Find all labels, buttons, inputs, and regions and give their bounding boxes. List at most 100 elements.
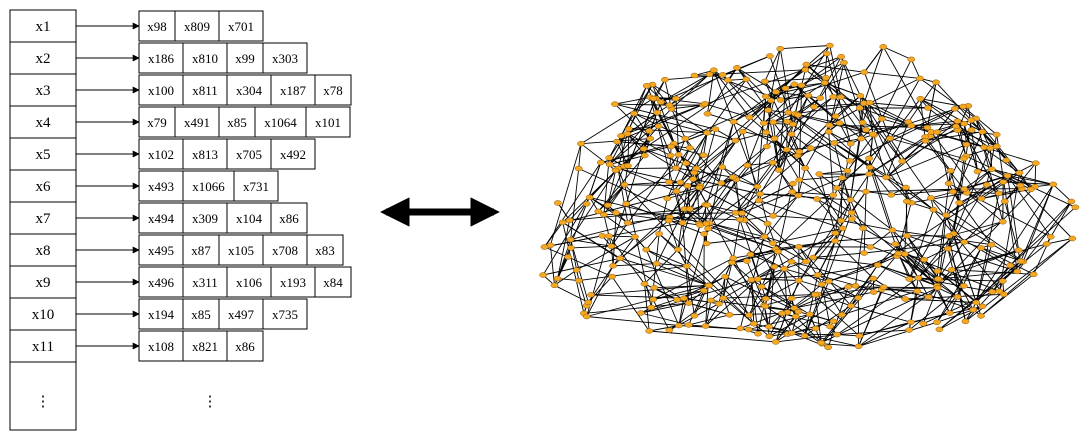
graph-edge bbox=[824, 82, 861, 97]
graph-edge bbox=[736, 67, 769, 111]
adjacency-row: x9 x496 x311 x106 x193 x84 bbox=[10, 266, 352, 299]
graph-edge bbox=[652, 257, 734, 300]
adjacency-row: x6 x493 x1066 x731 bbox=[10, 170, 279, 203]
graph-node bbox=[759, 120, 768, 126]
graph-edge bbox=[986, 134, 998, 185]
graph-edge bbox=[881, 287, 938, 290]
graph-edge bbox=[758, 200, 843, 229]
graph-node bbox=[674, 246, 682, 253]
graph-edge bbox=[757, 305, 765, 334]
graph-node bbox=[582, 313, 591, 320]
graph-node bbox=[760, 233, 769, 240]
graph-node bbox=[598, 233, 607, 239]
graph-edge bbox=[862, 122, 1021, 186]
neighbor-cell bbox=[138, 42, 184, 74]
graph-node bbox=[567, 245, 575, 251]
neighbor-cell bbox=[226, 266, 272, 298]
graph-node bbox=[646, 135, 655, 142]
graph-node bbox=[907, 56, 916, 63]
graph-node bbox=[1042, 241, 1051, 247]
neighbor-label: x83 bbox=[315, 243, 335, 258]
graph-edge bbox=[859, 312, 950, 337]
graph-edge bbox=[971, 129, 979, 172]
graph-node bbox=[649, 95, 658, 102]
graph-edge bbox=[1004, 185, 1021, 202]
neighbor-cell bbox=[314, 74, 352, 106]
graph-node bbox=[945, 310, 954, 316]
adjacency-row: x2 x186 x810 x99 x303 bbox=[10, 42, 308, 75]
graph-node bbox=[992, 143, 1001, 150]
graph-edge bbox=[936, 132, 950, 184]
graph-node bbox=[816, 95, 824, 101]
graph-edge bbox=[917, 248, 949, 279]
vertex-label: x1 bbox=[36, 19, 51, 35]
graph-edge bbox=[705, 285, 709, 327]
graph-node bbox=[703, 110, 712, 117]
neighbor-cell bbox=[233, 170, 279, 202]
graph-node bbox=[787, 131, 796, 137]
graph-node bbox=[605, 161, 614, 168]
neighbor-cell bbox=[182, 330, 228, 362]
graph-node bbox=[753, 276, 762, 282]
graph-edge bbox=[722, 74, 765, 124]
graph-node bbox=[972, 299, 981, 306]
neighbor-cell bbox=[306, 234, 344, 266]
graph-edge bbox=[863, 191, 867, 254]
neighbor-label: x495 bbox=[148, 243, 174, 258]
neighbor-cell bbox=[218, 106, 256, 138]
neighbor-label: x85 bbox=[191, 307, 211, 322]
graph-node bbox=[743, 258, 751, 264]
graph-edge bbox=[685, 100, 772, 140]
graph-edge bbox=[707, 113, 734, 123]
graph-edge bbox=[925, 129, 958, 142]
graph-edge bbox=[945, 175, 1008, 216]
graph-edge bbox=[757, 149, 788, 187]
graph-edge bbox=[862, 102, 871, 123]
graph-node bbox=[829, 94, 838, 100]
graph-edge bbox=[675, 147, 691, 169]
graph-node bbox=[824, 278, 833, 285]
graph-node bbox=[815, 171, 824, 177]
graph-node bbox=[933, 129, 941, 135]
graph-edge bbox=[669, 251, 779, 331]
graph-node bbox=[836, 94, 845, 100]
graph-edge bbox=[896, 255, 958, 298]
graph-edge bbox=[590, 284, 709, 296]
graph-node bbox=[672, 188, 681, 195]
graph-edge bbox=[906, 235, 951, 314]
neighbor-label: x106 bbox=[236, 275, 263, 290]
graph-node bbox=[844, 284, 853, 290]
graph-node bbox=[665, 179, 673, 185]
neighbor-label: x79 bbox=[147, 115, 167, 130]
graph-edge bbox=[731, 262, 766, 307]
graph-edge bbox=[908, 285, 965, 331]
graph-edge bbox=[640, 279, 752, 314]
graph-node bbox=[625, 126, 633, 132]
graph-edge bbox=[936, 108, 956, 133]
graph-node bbox=[959, 103, 968, 110]
graph-edge bbox=[708, 262, 733, 286]
graph-edge bbox=[675, 98, 680, 155]
neighbor-label: x100 bbox=[148, 83, 174, 98]
graph-node bbox=[702, 240, 711, 247]
graph-node bbox=[760, 78, 769, 85]
graph-edge bbox=[741, 191, 793, 214]
graph-node bbox=[745, 114, 754, 121]
graph-edge bbox=[868, 135, 931, 175]
graph-node bbox=[616, 255, 625, 262]
graph-edge bbox=[780, 95, 809, 101]
graph-node bbox=[888, 227, 897, 233]
graph-edge bbox=[543, 257, 621, 276]
graph-node bbox=[801, 67, 810, 73]
graph-edges bbox=[542, 45, 1076, 348]
graph-edge bbox=[1046, 238, 1073, 245]
graph-edge bbox=[692, 178, 708, 206]
graph-edge bbox=[648, 108, 672, 132]
graph-node bbox=[794, 112, 802, 118]
graph-edge bbox=[965, 155, 1076, 208]
graph-edge bbox=[570, 245, 612, 249]
graph-edge bbox=[583, 302, 689, 314]
graph-node bbox=[924, 294, 933, 300]
graph-node bbox=[789, 180, 797, 187]
graph-node bbox=[640, 281, 649, 287]
